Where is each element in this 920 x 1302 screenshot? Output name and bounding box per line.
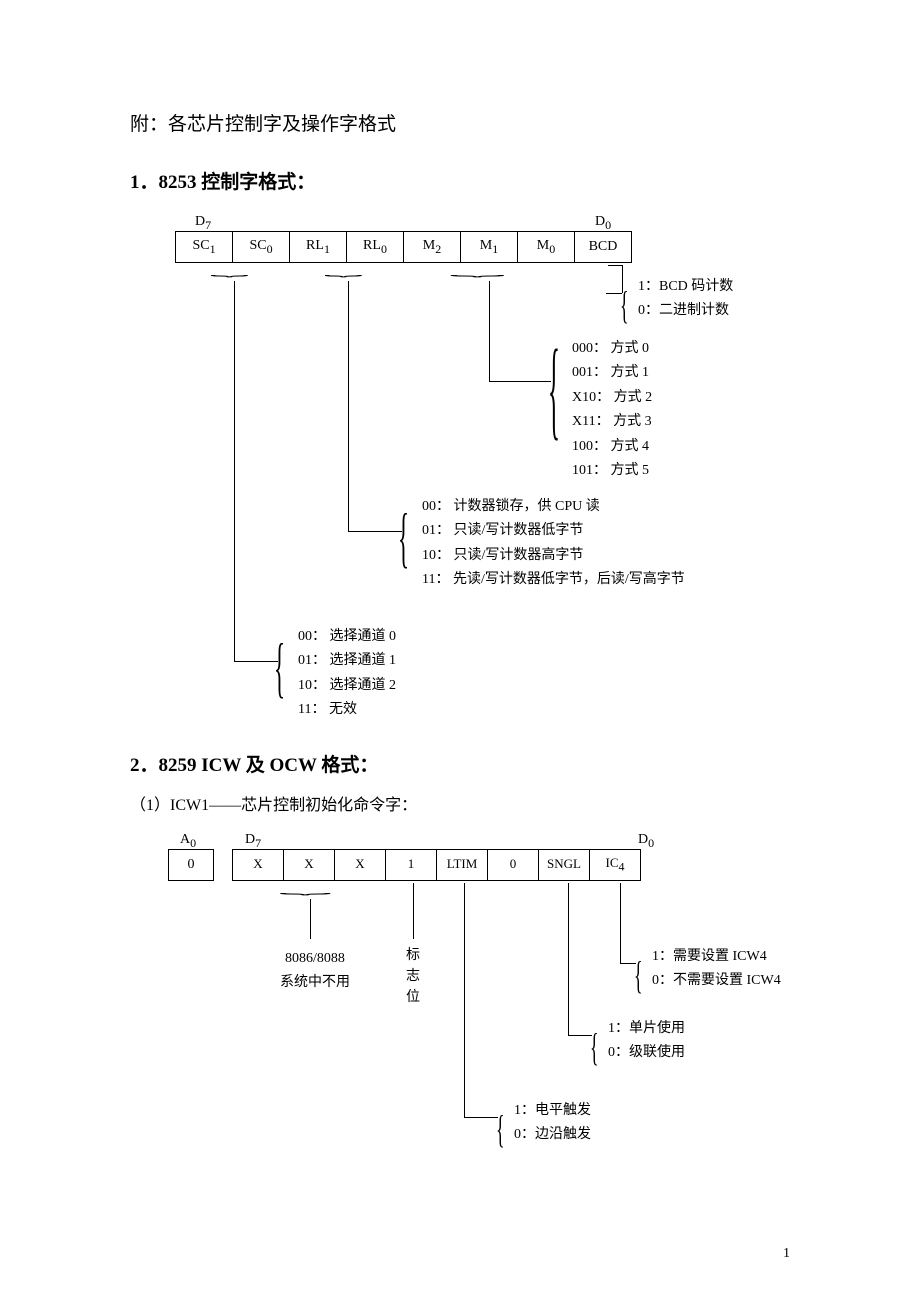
ltim-desc: 1：电平触发 0：边沿触发 (514, 1099, 591, 1148)
cell-sngl: SNGL (539, 849, 590, 880)
register-table-8253: SC1 SC0 RL1 RL0 M2 M1 M0 BCD (175, 231, 632, 263)
ic4-desc: 1：需要设置 ICW4 0：不需要设置 ICW4 (652, 945, 781, 994)
brace-icon: { (590, 1018, 599, 1080)
mode-desc: 000： 方式 0 001： 方式 1 X10： 方式 2 X11： 方式 3 … (572, 337, 652, 484)
line (620, 883, 621, 963)
line (234, 281, 235, 661)
flag-desc: 标志位 (406, 945, 420, 1008)
cell-ltim: LTIM (437, 849, 488, 880)
brace-icon: { (620, 276, 629, 338)
line (608, 265, 622, 266)
sngl-desc: 1：单片使用 0：级联使用 (608, 1017, 685, 1066)
cell-sc0: SC0 (233, 231, 290, 262)
page-number: 1 (783, 1246, 790, 1262)
bcd-desc: 1：BCD 码计数 0：二进制计数 (638, 275, 733, 324)
icw1-caption: （1）ICW1——芯片控制初始化命令字： (130, 793, 790, 819)
diagram-8259-icw1: A0 D7 D0 0 X X X 1 LTIM 0 SNGL IC4 ⏟ (130, 829, 790, 1189)
line (348, 281, 349, 531)
line (464, 1117, 498, 1118)
cell-1: 1 (386, 849, 437, 880)
brace-sc: ⏟ (210, 261, 249, 280)
brace-rl: ⏟ (324, 261, 363, 280)
cell-0: 0 (488, 849, 539, 880)
line (489, 381, 551, 382)
cell-x2: X (284, 849, 335, 880)
line (464, 883, 465, 1117)
cell-x3: X (335, 849, 386, 880)
brace-m: ⏟ (450, 261, 506, 280)
xxx-desc: 8086/8088 系统中不用 (260, 947, 370, 996)
line (310, 899, 311, 939)
brace-icon: { (634, 946, 643, 1008)
cell-a0: 0 (168, 849, 214, 881)
brace-icon: { (496, 1100, 505, 1162)
cell-x1: X (233, 849, 284, 880)
section-1-title: 1．8253 控制字格式： (130, 168, 790, 198)
page-content: 附：各芯片控制字及操作字格式 1．8253 控制字格式： D7 D0 SC1 S… (0, 0, 920, 1229)
line (489, 281, 490, 381)
cell-m1: M1 (461, 231, 518, 262)
cell-bcd: BCD (575, 231, 632, 262)
brace-icon: { (398, 486, 409, 594)
line (234, 661, 278, 662)
cell-m0: M0 (518, 231, 575, 262)
register-table-8259: X X X 1 LTIM 0 SNGL IC4 (232, 849, 641, 881)
cell-ic4: IC4 (590, 849, 641, 880)
line (568, 883, 569, 1035)
diagram-8253: D7 D0 SC1 SC0 RL1 RL0 M2 M1 M0 BCD ⏟ ⏟ ⏟ (130, 211, 790, 751)
cell-rl1: RL1 (290, 231, 347, 262)
brace-xxx: ⏟ (279, 879, 332, 898)
line (568, 1035, 592, 1036)
cell-m2: M2 (404, 231, 461, 262)
section-2-title: 2．8259 ICW 及 OCW 格式： (130, 751, 790, 781)
cell-rl0: RL0 (347, 231, 404, 262)
rl-desc: 00： 计数器锁存，供 CPU 读 01： 只读/写计数器低字节 10： 只读/… (422, 495, 685, 593)
brace-icon: { (548, 301, 560, 480)
cell-sc1: SC1 (176, 231, 233, 262)
sc-desc: 00： 选择通道 0 01： 选择通道 1 10： 选择通道 2 11： 无效 (298, 625, 396, 723)
attachment-title: 附：各芯片控制字及操作字格式 (130, 110, 790, 140)
line (413, 883, 414, 939)
line (348, 531, 402, 532)
brace-icon: { (274, 616, 285, 724)
